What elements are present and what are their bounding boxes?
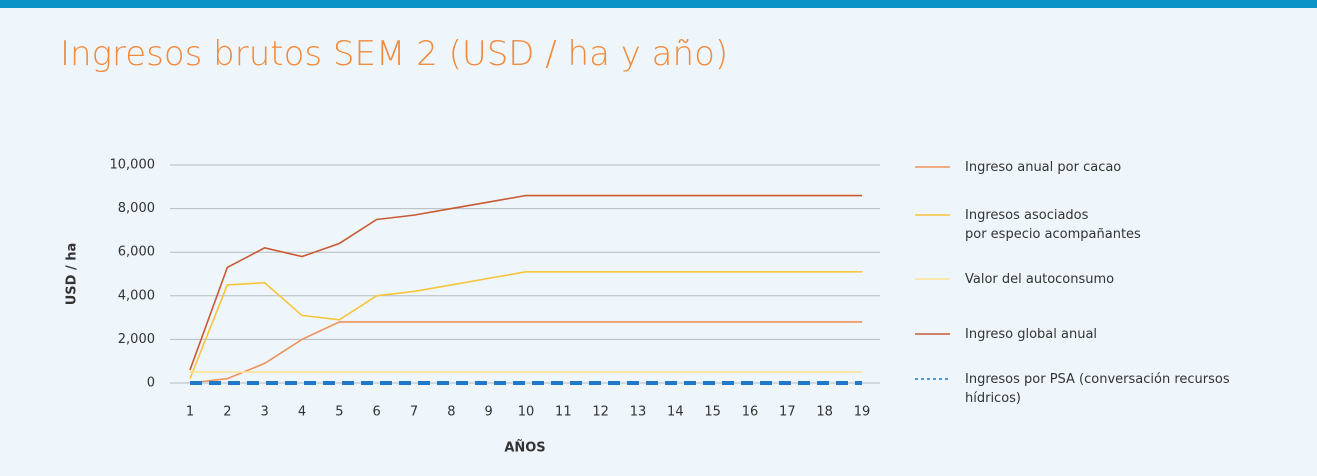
x-tick-label: 17 [779, 405, 796, 420]
x-tick-label: 2 [223, 405, 231, 420]
x-tick-label: 8 [447, 405, 455, 420]
chart-title: Ingresos brutos SEM 2 (USD / ha y año) [60, 34, 729, 74]
legend-label: Ingreso anual por cacao [965, 160, 1122, 175]
y-tick-label: 2,000 [118, 332, 155, 347]
x-tick-label: 19 [854, 405, 871, 420]
x-tick-label: 11 [555, 405, 572, 420]
x-tick-label: 15 [704, 405, 721, 420]
x-tick-label: 13 [630, 405, 647, 420]
series-line [189, 321, 862, 384]
y-tick-label: 10,000 [110, 158, 156, 173]
x-tick-label: 9 [485, 405, 493, 420]
x-tick-label: 18 [816, 405, 833, 420]
y-tick-label: 4,000 [118, 288, 155, 303]
series-line [189, 194, 862, 371]
x-tick-label: 10 [518, 405, 535, 420]
x-tick-label: 16 [742, 405, 759, 420]
legend-label: Valor del autoconsumo [965, 272, 1115, 287]
top-bar [0, 0, 1317, 8]
x-tick-label: 1 [186, 405, 194, 420]
legend-label: Ingresos por PSA (conversación recursos … [965, 372, 1230, 406]
x-tick-label: 14 [667, 405, 684, 420]
legend-label: Ingresos asociados por especio acompañan… [965, 208, 1141, 242]
x-tick-label: 7 [410, 405, 418, 420]
x-tick-label: 6 [373, 405, 381, 420]
x-tick-label: 5 [335, 405, 343, 420]
y-tick-label: 8,000 [118, 201, 155, 216]
series-line [189, 271, 862, 379]
x-tick-label: 3 [261, 405, 269, 420]
y-axis-label: USD / ha [65, 243, 80, 306]
x-tick-label: 12 [592, 405, 609, 420]
legend-label: Ingreso global anual [965, 327, 1098, 342]
x-axis-label: AÑOS [504, 440, 545, 456]
y-tick-label: 0 [147, 376, 155, 391]
y-tick-label: 6,000 [118, 245, 155, 260]
x-tick-label: 4 [298, 405, 306, 420]
